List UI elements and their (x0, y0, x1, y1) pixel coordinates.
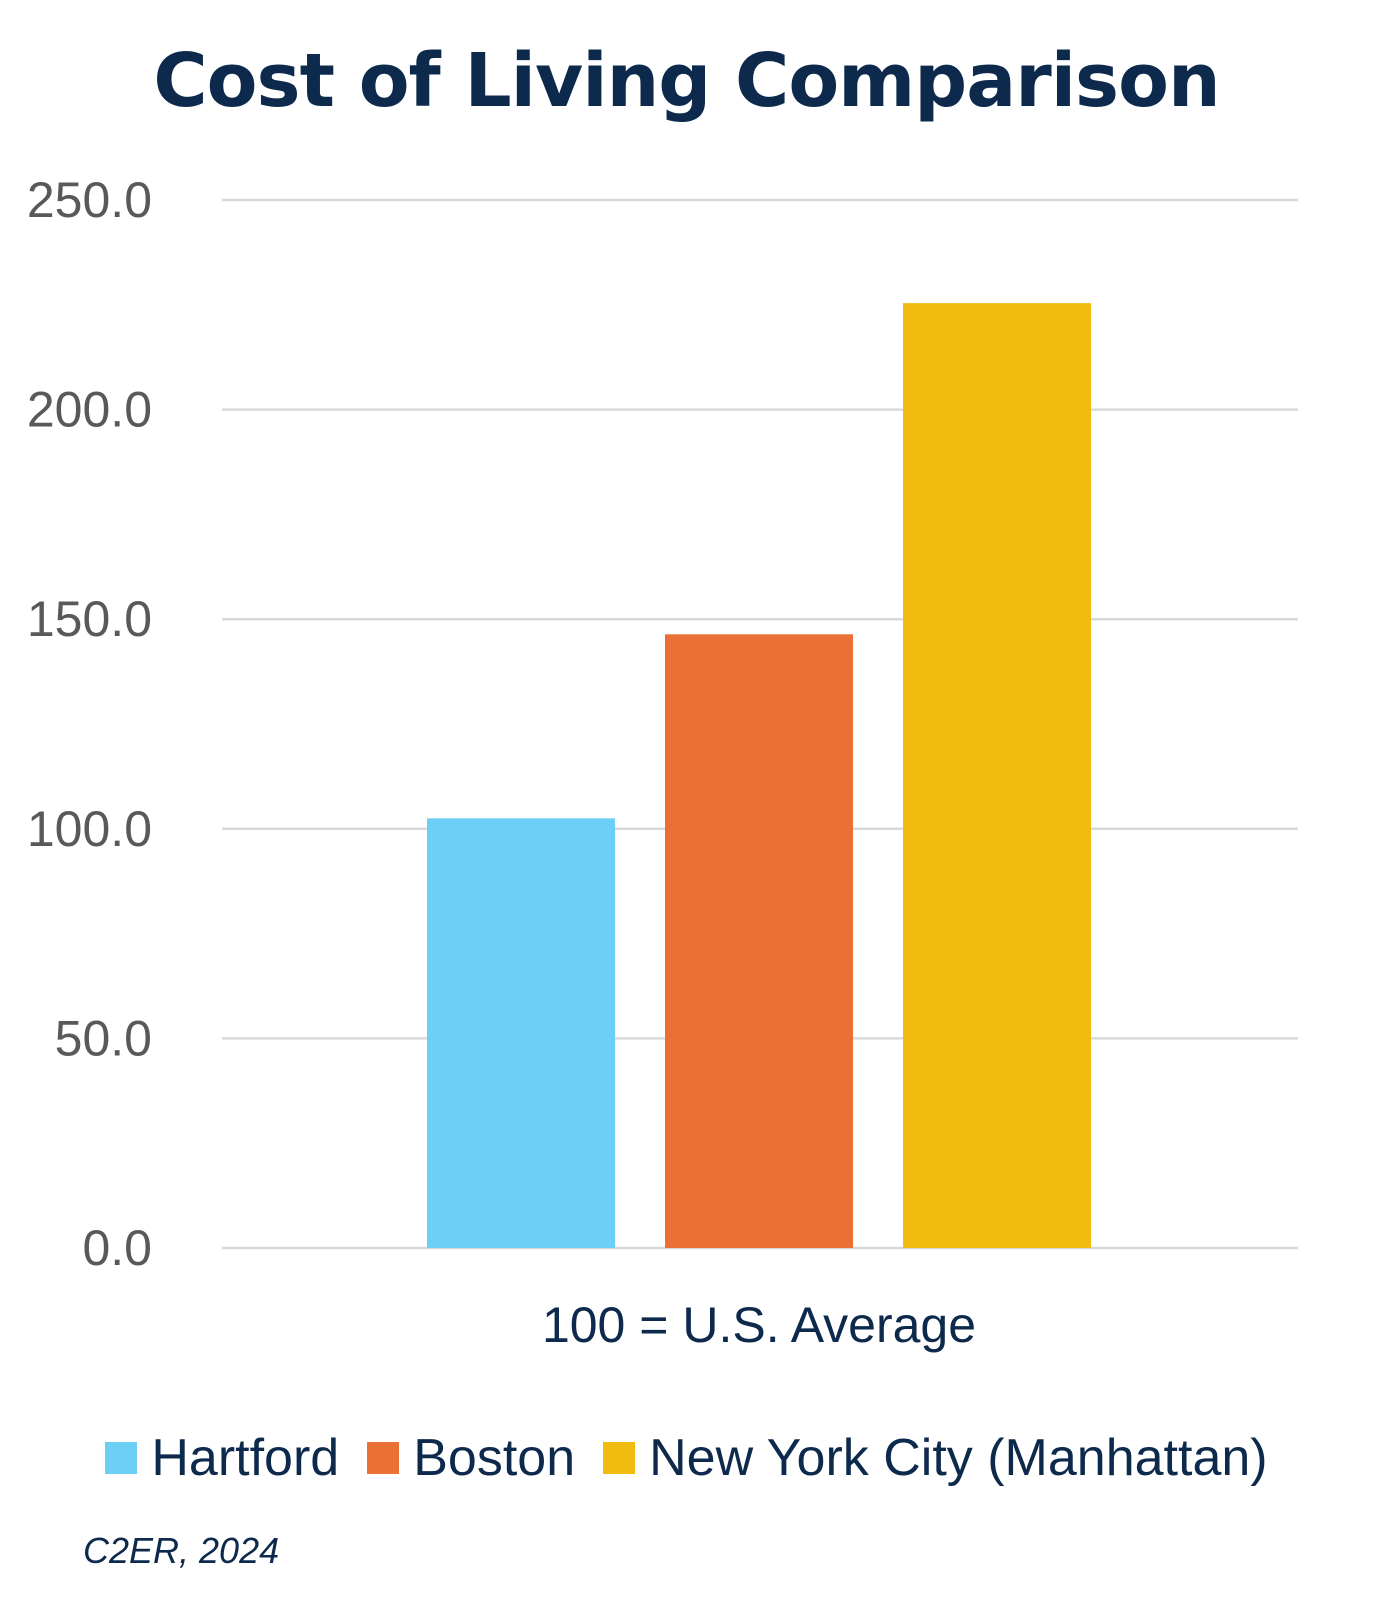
legend: Hartford Boston New York City (Manhattan) (0, 1428, 1373, 1488)
bar-hartford (427, 818, 615, 1248)
legend-label: Boston (413, 1429, 576, 1487)
bar-new-york-city-manhattan (903, 303, 1091, 1249)
y-tick-label: 150.0 (27, 591, 152, 647)
bar-chart: 0.0 50.0 100.0 150.0 200.0 250.0 100 = U.S. A… (27, 172, 1298, 1353)
y-tick-label: 50.0 (55, 1010, 152, 1066)
legend-item: Hartford (105, 1428, 339, 1488)
x-category-label: 100 = U.S. Average (542, 1297, 976, 1353)
legend-item: Boston (367, 1428, 575, 1488)
legend-item: New York City (Manhattan) (603, 1428, 1268, 1488)
legend-label: New York City (Manhattan) (649, 1429, 1268, 1487)
y-tick-label: 100.0 (27, 801, 152, 857)
y-tick-label: 0.0 (82, 1220, 152, 1276)
legend-swatch (603, 1442, 636, 1474)
bar-boston (665, 634, 853, 1248)
legend-label: Hartford (151, 1429, 340, 1487)
y-tick-label: 200.0 (27, 382, 152, 438)
chart-title: Cost of Living Comparison (153, 38, 1220, 124)
source-note: C2ER, 2024 (83, 1530, 280, 1571)
legend-swatch (367, 1442, 400, 1474)
legend-swatch (105, 1442, 138, 1474)
y-tick-label: 250.0 (27, 172, 152, 228)
